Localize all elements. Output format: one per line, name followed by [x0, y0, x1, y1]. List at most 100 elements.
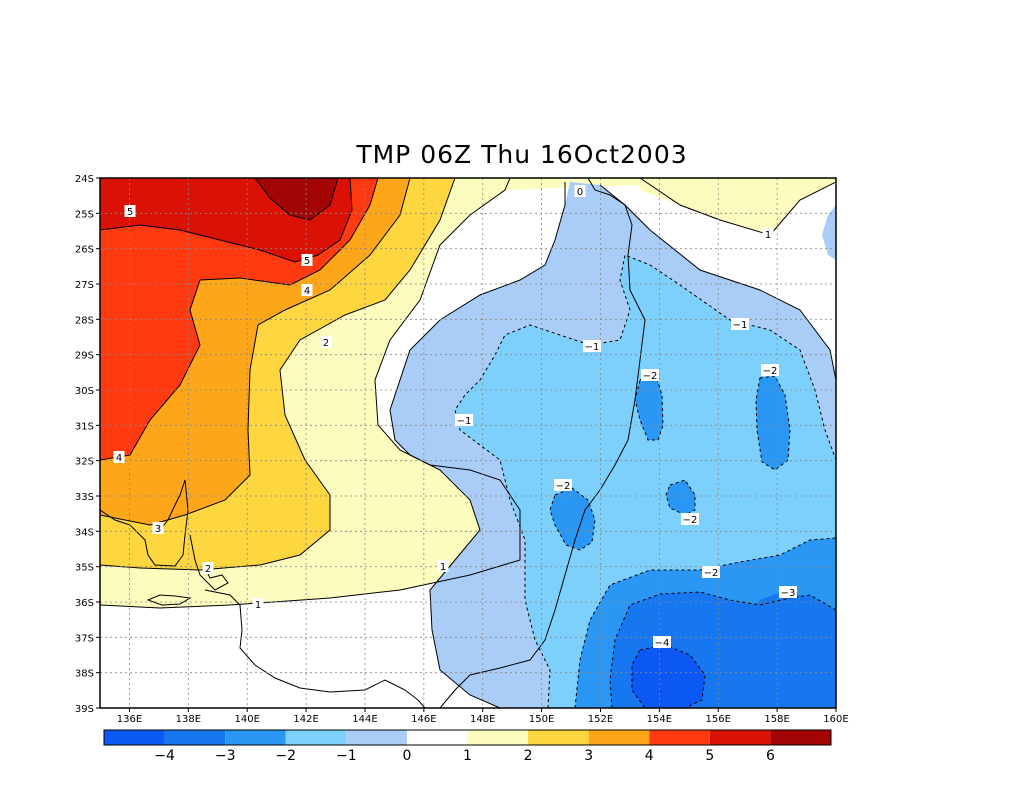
colorbar-frame [103, 729, 832, 746]
contour-band-minus2-minus3-c [666, 480, 695, 515]
colorbar-label: −2 [275, 748, 296, 764]
contour-label: −2 [681, 513, 699, 526]
svg-text:−1: −1 [733, 320, 748, 331]
colorbar-label: −1 [336, 748, 357, 764]
contour-label: −2 [554, 479, 572, 492]
svg-text:5: 5 [304, 256, 310, 267]
lon-tick-label: 142E [293, 714, 318, 725]
contour-band-minus2-minus3-a [635, 372, 663, 440]
contour-label: −1 [583, 340, 601, 353]
lat-tick-label: 29S [75, 351, 94, 362]
contour-label: −2 [761, 364, 779, 377]
lat-tick-label: 33S [75, 492, 94, 503]
svg-text:1: 1 [765, 230, 771, 241]
contour-band-0-minus1-ne [822, 205, 836, 260]
svg-text:4: 4 [116, 453, 122, 464]
contour-label: −3 [779, 586, 797, 599]
colorbar-swatch [346, 730, 407, 745]
colorbar-swatch [709, 730, 771, 745]
lat-tick-label: 35S [75, 563, 94, 574]
contour-label: 2 [320, 336, 332, 349]
contour-line-2 [100, 178, 456, 571]
lon-tick-label: 136E [117, 714, 142, 725]
contour-line-minus2-e [574, 537, 836, 708]
map-title: TMP 06Z Thu 16Oct2003 [356, 140, 688, 169]
lon-tick-label: 160E [823, 714, 848, 725]
contour-band-6plus [255, 178, 338, 220]
lat-tick-label: 30S [75, 386, 94, 397]
svg-text:−2: −2 [683, 515, 698, 526]
svg-text:−3: −3 [781, 588, 796, 599]
contour-labels: 5 5 4 4 3 2 2 1 1 1 0 −1 −1 −1 −2 −2 −2 −2 −2 −3 −4 [113, 185, 797, 649]
svg-text:1: 1 [255, 600, 261, 611]
contour-line-0 [389, 182, 566, 708]
colorbar-label: 3 [584, 748, 593, 764]
lat-tick-label: 28S [75, 315, 94, 326]
lat-tick-label: 31S [75, 421, 94, 432]
contour-line-3 [100, 178, 411, 526]
svg-text:2: 2 [323, 338, 329, 349]
svg-text:2: 2 [205, 564, 211, 575]
contour-label: 3 [152, 522, 164, 535]
svg-text:3: 3 [155, 524, 161, 535]
colorbar-label: 2 [524, 748, 533, 764]
colorbar-swatch [528, 730, 589, 745]
latitude-axis: 24S 25S 26S 27S 28S 29S 30S 31S 32S 33S 34S 35S 36S 3… [75, 174, 100, 715]
contour-band-minus3-minus4-b [745, 592, 806, 650]
contour-label: 1 [437, 560, 449, 573]
svg-text:−2: −2 [556, 481, 571, 492]
svg-text:−1: −1 [585, 342, 600, 353]
svg-text:5: 5 [127, 207, 133, 218]
contour-label: −1 [455, 414, 473, 427]
lon-tick-label: 158E [764, 714, 789, 725]
svg-text:1: 1 [440, 562, 446, 573]
svg-text:0: 0 [577, 187, 583, 198]
svg-text:−2: −2 [704, 568, 719, 579]
lon-tick-label: 144E [352, 714, 377, 725]
contour-label: −2 [641, 369, 659, 382]
colorbar-swatch [164, 730, 226, 745]
contour-label: −2 [702, 566, 720, 579]
svg-text:−1: −1 [457, 416, 472, 427]
lon-tick-label: 146E [411, 714, 436, 725]
longitude-axis: 136E 138E 140E 142E 144E 146E 148E 150E 152E 154E… [117, 708, 849, 725]
lon-tick-label: 156E [706, 714, 731, 725]
contour-label: 1 [252, 598, 264, 611]
colorbar-label: −3 [215, 748, 236, 764]
map-grid [100, 178, 836, 708]
coastline-south [204, 589, 426, 708]
colorbar-swatch [588, 730, 650, 745]
contour-line-1 [100, 178, 521, 609]
contour-label: −1 [731, 318, 749, 331]
contour-line-0-east [599, 184, 836, 381]
svg-text:−4: −4 [655, 638, 670, 649]
coastline-east-australia [439, 178, 646, 708]
colorbar-label: 1 [463, 748, 472, 764]
colorbar: −4 −3 −2 −1 0 1 2 3 4 5 6 [103, 729, 832, 764]
contour-line-minus2-b [755, 375, 791, 471]
colorbar-swatch [225, 730, 286, 745]
colorbar-label: 5 [705, 748, 714, 764]
lat-tick-label: 39S [75, 704, 94, 715]
lon-tick-label: 154E [647, 714, 672, 725]
contour-label: −4 [653, 636, 671, 649]
lat-tick-label: 26S [75, 245, 94, 256]
colorbar-swatch [406, 730, 468, 745]
contour-label: 4 [113, 451, 125, 464]
colorbar-label: 0 [402, 748, 411, 764]
contour-line-minus4 [631, 644, 706, 708]
contour-band-1-2-ne [640, 178, 836, 235]
lon-tick-label: 150E [529, 714, 554, 725]
svg-text:−2: −2 [643, 371, 658, 382]
colorbar-swatch [285, 730, 347, 745]
colorbar-swatch [467, 730, 529, 745]
lat-tick-label: 38S [75, 669, 94, 680]
contour-band-minus2-minus3-b [756, 376, 790, 470]
lon-tick-label: 140E [234, 714, 259, 725]
coastline-gulf-west [100, 479, 189, 567]
colorbar-swatch [104, 730, 165, 745]
filled-contours [100, 178, 836, 708]
lat-tick-label: 37S [75, 633, 94, 644]
contour-label: 0 [574, 185, 586, 198]
